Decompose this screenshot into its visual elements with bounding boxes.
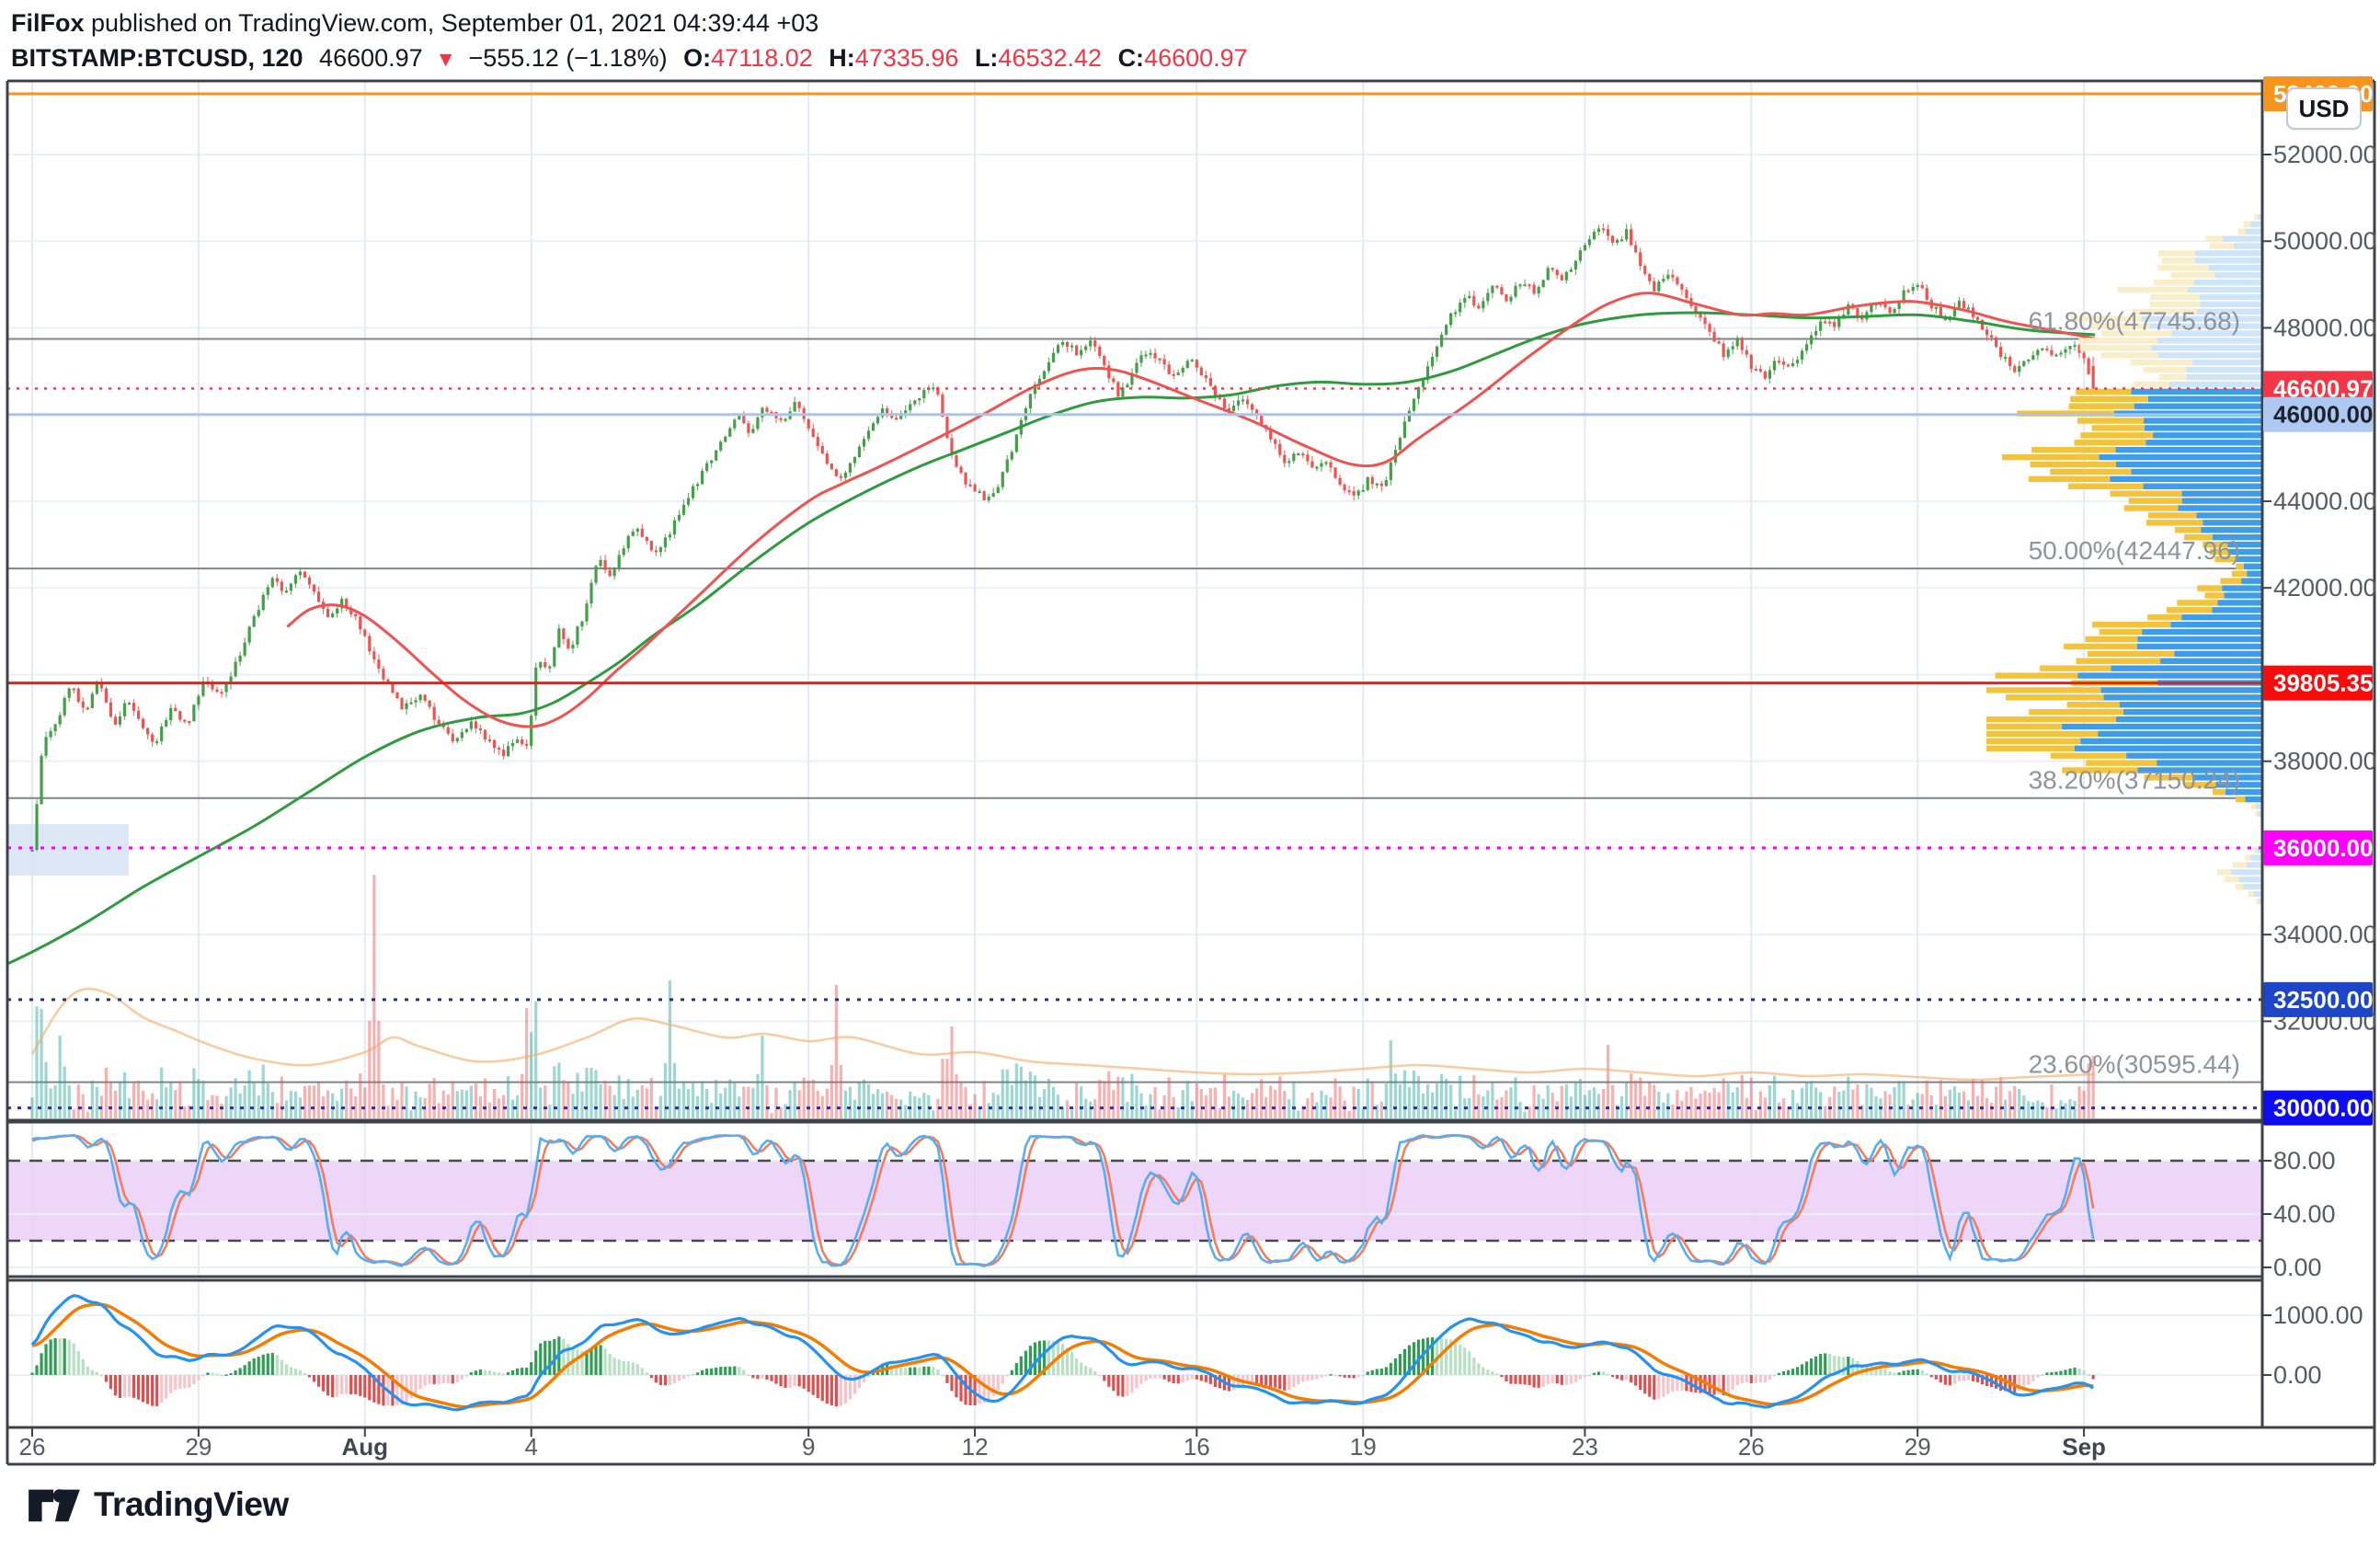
price-badge [2263, 665, 2373, 701]
stoch-k-line [31, 1133, 2095, 1268]
time-axis[interactable]: 26 29 Aug 4 9 12 16 19 23 26 29 Sep [19, 1427, 2106, 1461]
price-badge [2263, 396, 2373, 432]
macd-histogram [30, 1336, 2095, 1407]
svg-text:61.80%(47745.68): 61.80%(47745.68) [2029, 306, 2240, 335]
fib-labels: 61.80%(47745.68) 50.00%(42447.96) 38.20%(3… [2029, 306, 2240, 1078]
svg-text:29: 29 [185, 1433, 212, 1461]
svg-text:38000.00: 38000.00 [2273, 748, 2377, 775]
currency-selector-button[interactable]: USD [2286, 87, 2362, 130]
svg-text:50000.00: 50000.00 [2273, 227, 2377, 255]
svg-text:40.00: 40.00 [2273, 1200, 2336, 1228]
svg-text:9: 9 [802, 1433, 815, 1461]
volume-profile [1986, 213, 2262, 905]
svg-text:44000.00: 44000.00 [2273, 487, 2377, 515]
svg-text:52000.00: 52000.00 [2273, 141, 2377, 168]
open-label: O: [683, 44, 712, 72]
close-value: 46600.97 [1144, 44, 1248, 72]
macd-line [30, 1294, 2095, 1412]
low-value: 46532.42 [998, 44, 1103, 72]
tradingview-logo[interactable]: TradingView [28, 1483, 289, 1527]
svg-text:39805.35: 39805.35 [2273, 670, 2373, 697]
down-arrow-icon: ▼ [435, 47, 456, 71]
svg-text:1000.00: 1000.00 [2273, 1301, 2363, 1329]
author-name: FilFox [11, 9, 85, 37]
publication-info: published on TradingView.com, September … [84, 9, 819, 37]
svg-text:19: 19 [1350, 1433, 1377, 1461]
moving-averages [7, 292, 2096, 966]
price-badge [2263, 830, 2373, 865]
level-lines[interactable] [7, 92, 2262, 1110]
open-value: 47118.02 [711, 44, 813, 72]
symbol-name[interactable]: BITSTAMP:BTCUSD, 120 [11, 44, 303, 72]
price-badge [2263, 1090, 2373, 1126]
svg-text:4: 4 [524, 1433, 537, 1461]
svg-text:Sep: Sep [2062, 1433, 2106, 1461]
fib-retracement[interactable] [7, 338, 2262, 1083]
low-label: L: [974, 44, 999, 72]
symbol-info-bar: BITSTAMP:BTCUSD, 120 46600.97 ▼ −555.12 … [11, 42, 1248, 74]
last-price: 46600.97 [319, 44, 423, 72]
stochastic-pane[interactable] [7, 1133, 2262, 1268]
svg-text:80.00: 80.00 [2273, 1147, 2336, 1175]
svg-text:46000.00: 46000.00 [2273, 401, 2373, 429]
ma-green-line [7, 311, 2096, 966]
svg-text:34000.00: 34000.00 [2273, 921, 2377, 948]
svg-text:29: 29 [1905, 1433, 1931, 1461]
svg-text:0.00: 0.00 [2273, 1361, 2322, 1389]
svg-text:26: 26 [19, 1433, 46, 1461]
svg-text:48000.00: 48000.00 [2273, 314, 2377, 341]
price-change: −555.12 (−1.18%) [468, 44, 668, 72]
highlight-zone [7, 824, 129, 876]
svg-text:38.20%(37150.24): 38.20%(37150.24) [2029, 766, 2240, 795]
tradingview-logo-text: TradingView [94, 1485, 289, 1523]
high-label: H: [829, 44, 855, 72]
svg-text:0.00: 0.00 [2273, 1254, 2322, 1281]
chart-frame [6, 79, 2376, 1466]
svg-text:16: 16 [1184, 1433, 1210, 1461]
tradingview-logo-icon [29, 1489, 80, 1522]
svg-text:30000.00: 30000.00 [2273, 1094, 2373, 1122]
close-label: C: [1117, 44, 1145, 72]
macd-lines [30, 1294, 2095, 1412]
svg-text:23: 23 [1572, 1433, 1598, 1461]
svg-text:36000.00: 36000.00 [2273, 834, 2373, 862]
high-value: 47335.96 [854, 44, 959, 72]
price-axis[interactable]: 52000.00 50000.00 48000.00 44000.00 42000.00… [2262, 141, 2377, 1389]
svg-text:50.00%(42447.96): 50.00%(42447.96) [2029, 536, 2240, 565]
svg-text:Aug: Aug [342, 1433, 389, 1461]
svg-text:23.60%(30595.44): 23.60%(30595.44) [2029, 1050, 2240, 1079]
stochastic-lines [31, 1133, 2095, 1268]
macd-signal-line [31, 1302, 2094, 1409]
candlestick-layer[interactable] [30, 223, 2095, 852]
svg-text:42000.00: 42000.00 [2273, 574, 2377, 602]
ma-red-line [286, 292, 2096, 728]
price-badge [2263, 981, 2373, 1017]
svg-text:32500.00: 32500.00 [2273, 986, 2373, 1014]
macd-pane[interactable] [7, 1294, 2262, 1412]
publication-header: FilFox published on TradingView.com, Sep… [11, 7, 818, 39]
svg-text:26: 26 [1738, 1433, 1765, 1461]
svg-text:12: 12 [962, 1433, 989, 1461]
